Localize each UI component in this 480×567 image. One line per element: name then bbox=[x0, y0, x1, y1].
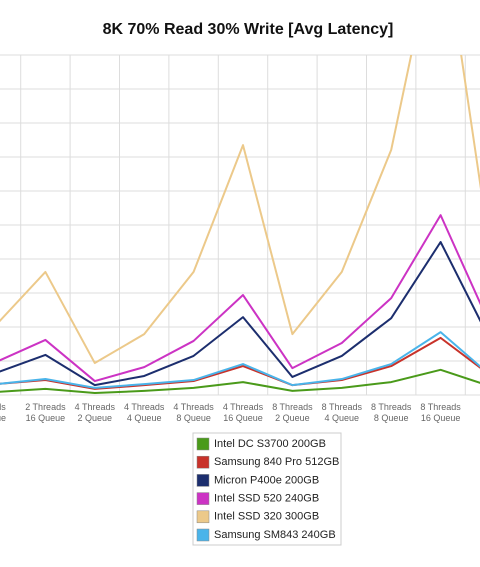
legend-swatch bbox=[196, 528, 210, 542]
legend-label: Micron P400e 200GB bbox=[214, 474, 319, 486]
series-line bbox=[0, 55, 480, 365]
x-tick-label: 8 Threads 16 Queue bbox=[420, 402, 461, 423]
x-tick-label: 8 Threads 4 Queue bbox=[322, 402, 363, 423]
x-tick-label: 4 Threads 4 Queue bbox=[124, 402, 165, 423]
legend-label: Intel SSD 320 300GB bbox=[214, 511, 319, 523]
x-tick-label: 4 Threads 2 Queue bbox=[75, 402, 116, 423]
legend-swatch bbox=[196, 492, 210, 505]
legend-label: Intel DC S3700 200GB bbox=[214, 438, 326, 450]
legend-swatch bbox=[196, 474, 210, 487]
series-line bbox=[0, 368, 480, 394]
legend-swatch bbox=[196, 437, 210, 451]
legend-label: Samsung SM843 240GB bbox=[214, 529, 336, 541]
legend-label: Samsung 840 Pro 512GB bbox=[214, 456, 339, 468]
x-tick-label: 2 Threads 16 Queue bbox=[25, 402, 66, 423]
x-tick-label: eadsueue bbox=[0, 402, 6, 423]
chart-title: 8K 70% Read 30% Write [Avg Latency] bbox=[103, 21, 394, 38]
series-line bbox=[0, 331, 480, 389]
legend-swatch bbox=[196, 455, 210, 469]
x-tick-label: 8 Threads 8 Queue bbox=[371, 402, 412, 423]
series-line bbox=[0, 336, 480, 390]
x-tick-label: 8 Threads 2 Queue bbox=[272, 402, 313, 423]
legend-box bbox=[192, 432, 342, 546]
legend-label: Intel SSD 520 240GB bbox=[214, 493, 319, 505]
x-tick-label: 4 Threads 8 Queue bbox=[173, 402, 214, 423]
x-tick-label: 4 Threads 16 Queue bbox=[223, 402, 264, 423]
series-line bbox=[0, 214, 480, 383]
series-line bbox=[0, 241, 480, 387]
legend-swatch bbox=[196, 510, 210, 524]
